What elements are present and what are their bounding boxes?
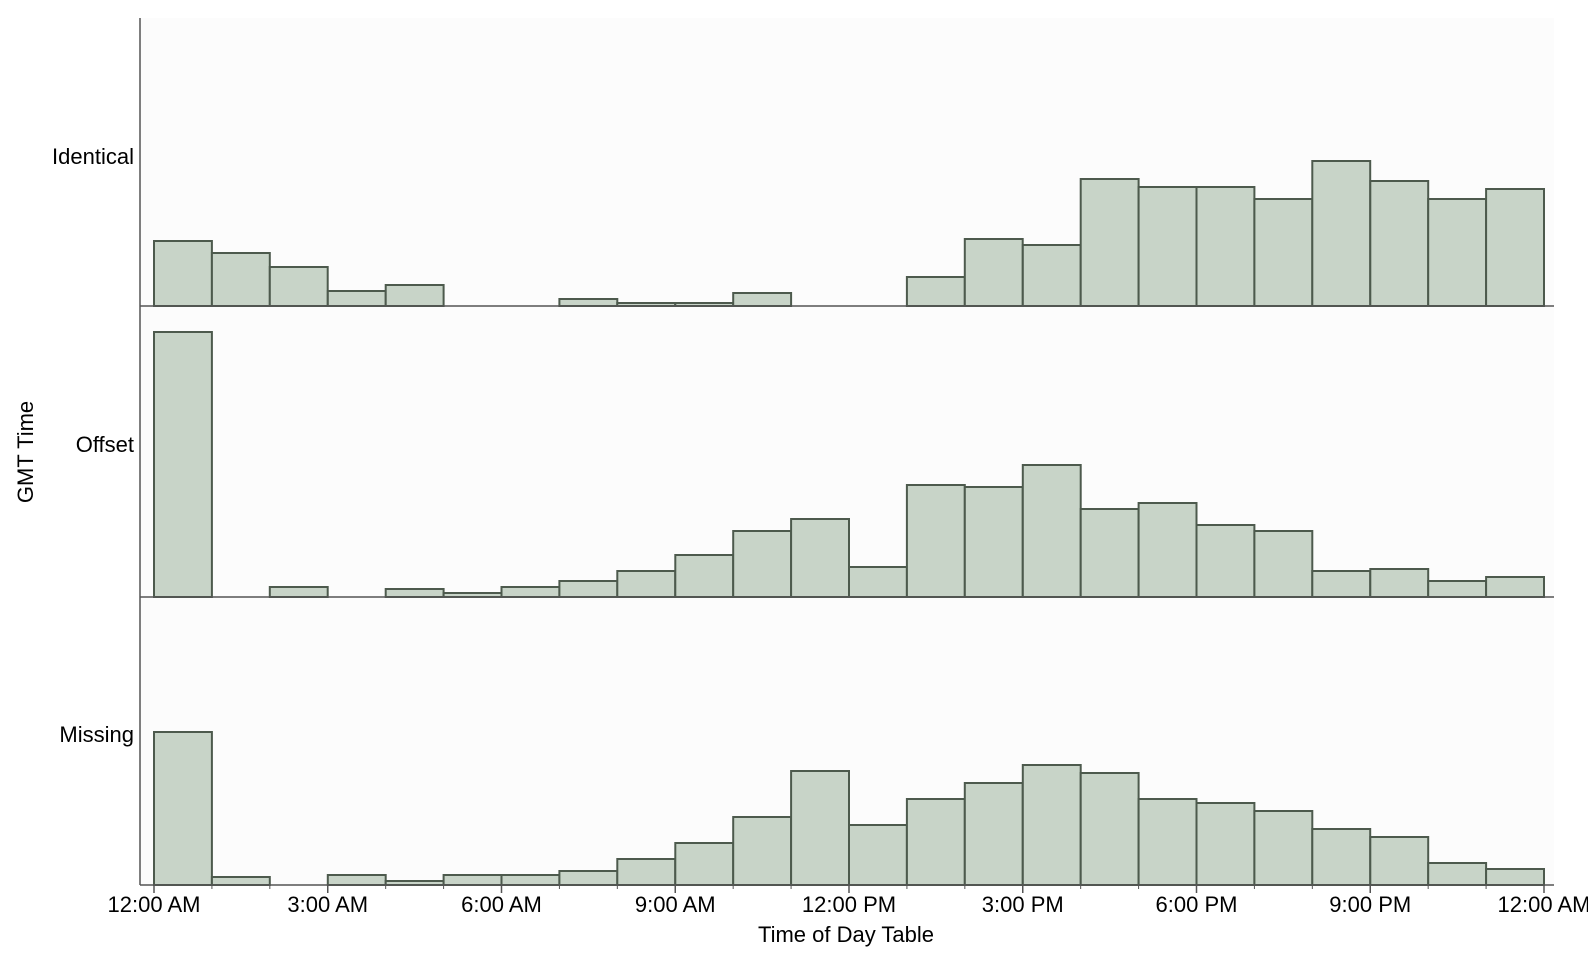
bar-identical-16 — [1079, 178, 1140, 307]
bar-identical-18 — [1195, 186, 1256, 307]
bar-identical-14 — [963, 238, 1024, 307]
x-tick-label-0: 12:00 AM — [108, 892, 201, 917]
bar-identical-10 — [732, 292, 793, 307]
bar-offset-23 — [1485, 576, 1545, 598]
bar-missing-19 — [1253, 810, 1314, 886]
bar-offset-12 — [848, 566, 908, 598]
bar-missing-8 — [616, 858, 677, 886]
bar-missing-3 — [326, 874, 387, 886]
bar-identical-1 — [210, 252, 271, 307]
bar-missing-20 — [1311, 828, 1372, 886]
bar-identical-21 — [1369, 180, 1430, 307]
bar-missing-22 — [1427, 862, 1488, 886]
bar-missing-23 — [1485, 868, 1545, 886]
bar-offset-6 — [500, 586, 561, 598]
bar-identical-22 — [1427, 198, 1488, 307]
bar-identical-7 — [558, 298, 619, 307]
bar-offset-0 — [153, 331, 213, 598]
x-tick-label-7: 9:00 PM — [1329, 892, 1411, 917]
bar-missing-5 — [442, 874, 503, 886]
bar-identical-23 — [1485, 188, 1545, 307]
panels-layer — [140, 18, 1554, 885]
labels-layer: Identical Offset Missing 12:00 AM 3:00 AM 6:0… — [52, 144, 1588, 917]
bar-missing-10 — [732, 816, 793, 886]
x-tick-label-6: 6:00 PM — [1156, 892, 1238, 917]
x-tick-label-2: 6:00 AM — [461, 892, 542, 917]
bar-offset-4 — [384, 588, 445, 598]
bar-identical-4 — [384, 284, 445, 307]
bar-offset-13 — [905, 484, 966, 598]
bar-identical-3 — [326, 290, 387, 307]
bar-missing-9 — [674, 842, 735, 886]
bar-missing-11 — [790, 770, 850, 886]
x-tick-label-8: 12:00 AM — [1498, 892, 1588, 917]
bar-offset-22 — [1427, 580, 1488, 598]
bar-identical-13 — [905, 276, 966, 307]
bar-missing-17 — [1137, 798, 1198, 886]
bar-missing-16 — [1079, 772, 1140, 886]
bar-missing-0 — [153, 731, 213, 886]
plot-background — [140, 18, 1554, 885]
bar-missing-21 — [1369, 836, 1430, 886]
bar-offset-8 — [616, 570, 677, 598]
bar-missing-18 — [1195, 802, 1256, 886]
bar-offset-20 — [1311, 570, 1372, 598]
x-tick-label-3: 9:00 AM — [635, 892, 716, 917]
bar-identical-17 — [1137, 186, 1198, 307]
x-tick-label-5: 3:00 PM — [982, 892, 1064, 917]
x-tick-label-4: 12:00 PM — [802, 892, 896, 917]
bar-offset-10 — [732, 530, 793, 598]
x-tick-label-1: 3:00 AM — [287, 892, 368, 917]
bar-identical-0 — [153, 240, 213, 307]
bar-missing-14 — [963, 782, 1024, 886]
row-label-missing: Missing — [59, 722, 134, 747]
bar-missing-1 — [210, 876, 271, 886]
bar-identical-15 — [1021, 244, 1082, 307]
bar-missing-6 — [500, 874, 561, 886]
bar-missing-13 — [905, 798, 966, 886]
bar-offset-7 — [558, 580, 619, 598]
bar-offset-9 — [674, 554, 735, 598]
row-label-identical: Identical — [52, 144, 134, 169]
bar-offset-2 — [268, 586, 329, 598]
bar-missing-15 — [1021, 764, 1082, 886]
bar-missing-7 — [558, 870, 619, 886]
bar-offset-17 — [1137, 502, 1198, 598]
bar-identical-2 — [268, 266, 329, 307]
y-axis-title: GMT Time — [13, 401, 38, 503]
bar-offset-16 — [1079, 508, 1140, 598]
bar-offset-21 — [1369, 568, 1430, 598]
bar-offset-11 — [790, 518, 850, 598]
bar-offset-18 — [1195, 524, 1256, 598]
bar-offset-19 — [1253, 530, 1314, 598]
bar-identical-20 — [1311, 160, 1372, 307]
bar-offset-15 — [1021, 464, 1082, 598]
bar-offset-14 — [963, 486, 1024, 598]
bars-layer — [153, 160, 1545, 886]
axes-layer — [139, 18, 1554, 893]
bar-identical-19 — [1253, 198, 1314, 307]
row-label-offset: Offset — [76, 432, 134, 457]
x-axis-title: Time of Day Table — [758, 922, 934, 947]
bar-missing-12 — [848, 824, 908, 886]
